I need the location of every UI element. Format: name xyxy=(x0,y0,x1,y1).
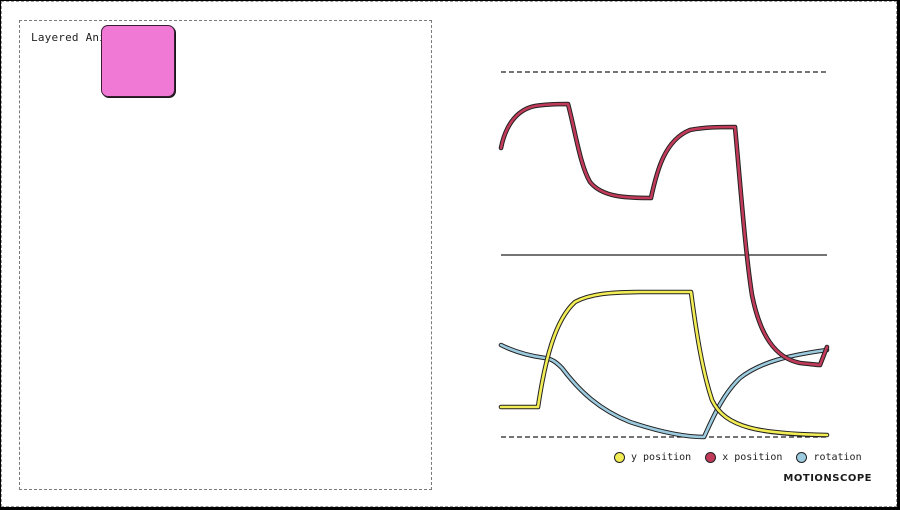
rotation-curve-fill xyxy=(499,343,829,439)
y-position-curve xyxy=(498,289,830,438)
brand-logo: MOTIONSCOPE xyxy=(783,473,872,484)
animation-stage: Layered Animation xyxy=(19,20,432,490)
legend-item-x-position[interactable]: x position xyxy=(705,451,783,463)
legend-item-y-position[interactable]: y position xyxy=(614,451,692,463)
x-position-curve-fill xyxy=(499,102,829,367)
x-position-dot-icon xyxy=(705,451,717,463)
legend-item-rotation[interactable]: rotation xyxy=(796,451,862,463)
legend-label: x position xyxy=(722,451,783,463)
animated-box[interactable] xyxy=(101,25,175,97)
x-position-curve xyxy=(498,101,830,368)
y-position-dot-icon xyxy=(614,451,625,463)
legend-label: rotation xyxy=(813,451,862,463)
rotation-dot-icon xyxy=(796,451,808,463)
legend: y position x position rotation xyxy=(614,449,862,465)
legend-label: y position xyxy=(631,451,692,463)
y-position-curve-fill xyxy=(499,290,829,437)
